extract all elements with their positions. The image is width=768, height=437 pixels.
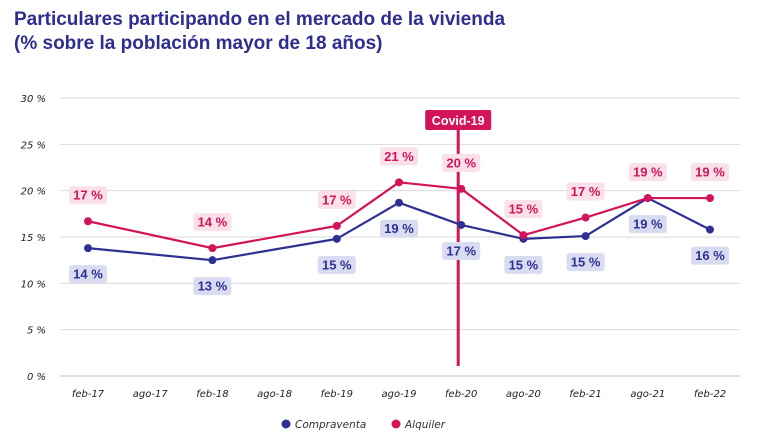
data-label-bg: [317, 255, 356, 274]
data-point: [581, 232, 590, 241]
data-point: [332, 221, 341, 230]
y-tick-label: 15 %: [21, 233, 46, 244]
data-label-bg: [691, 163, 729, 182]
legend: Compraventa Alquiler: [281, 419, 446, 431]
data-label-bg: [69, 265, 107, 284]
data-label: 14 %: [73, 267, 103, 282]
x-tick-label: ago-19: [382, 389, 417, 400]
data-point: [581, 213, 590, 222]
data-label: 16 %: [695, 248, 725, 263]
y-tick-label: 10 %: [21, 279, 46, 290]
y-axis-ticks: 0 % 5 % 10 % 15 % 20 % 25 % 30 %: [21, 94, 46, 383]
data-label-bg: [380, 219, 418, 238]
data-label: 15 %: [571, 255, 601, 270]
data-point: [208, 256, 217, 265]
data-label-bg: [317, 190, 356, 209]
data-point: [208, 244, 217, 253]
x-tick-label: ago-21: [630, 389, 665, 400]
data-point: [706, 225, 714, 234]
data-label-bg: [504, 200, 543, 219]
data-point: [84, 244, 92, 253]
data-label: 19 %: [384, 221, 414, 236]
data-label: 20 %: [446, 155, 476, 170]
y-tick-label: 30 %: [21, 94, 46, 105]
x-tick-label: feb-18: [196, 389, 228, 400]
x-tick-label: ago-18: [257, 389, 292, 400]
data-label: 17 %: [322, 192, 352, 207]
data-point: [332, 234, 341, 243]
series-lines: [84, 178, 714, 265]
x-axis-ticks: feb-17 ago-17 feb-18 ago-18 feb-19 ago-19 feb-…: [72, 389, 726, 400]
data-point: [643, 194, 652, 203]
data-label-bg: [504, 255, 543, 274]
covid-badge: [425, 110, 492, 130]
data-label-bg: [691, 246, 729, 265]
covid-annotation: Covid-19: [425, 110, 492, 366]
data-label-bg: [380, 147, 418, 166]
chart-title-line-2: (% sobre la población mayor de 18 años): [14, 33, 383, 54]
x-tick-label: ago-20: [506, 389, 541, 400]
data-label-bg: [69, 186, 107, 205]
data-label-bg: [566, 253, 605, 272]
data-point: [457, 184, 466, 193]
data-point: [395, 178, 403, 187]
data-label-bg: [193, 277, 232, 296]
data-point: [706, 194, 714, 203]
data-point: [519, 231, 528, 240]
series-line-alquiler: [87, 181, 710, 250]
data-point: [84, 217, 92, 226]
y-tick-label: 5 %: [27, 326, 46, 337]
x-tick-label: feb-19: [321, 389, 353, 400]
x-tick-label: feb-22: [694, 389, 726, 400]
x-tick-label: feb-17: [72, 389, 105, 400]
data-label: 15 %: [509, 257, 539, 272]
chart-title: Particulares participando en el mercado …: [14, 8, 505, 56]
legend-label: Compraventa: [295, 419, 366, 431]
data-label: 21 %: [384, 149, 414, 164]
data-labels: 14 % 13 % 15 % 19 % 17 % 15 % 15 % 19 % 16 % 17 %…: [69, 147, 729, 296]
data-label: 19 %: [633, 217, 663, 232]
data-label: 19 %: [695, 165, 725, 180]
legend-marker: [391, 419, 401, 429]
y-tick-label: 20 %: [21, 187, 46, 198]
covid-label: Covid-19: [432, 114, 485, 128]
chart-title-line-1: Particulares participando en el mercado …: [14, 9, 506, 30]
data-label: 13 %: [198, 279, 228, 294]
x-tick-label: feb-21: [569, 389, 601, 400]
data-point: [457, 220, 466, 229]
data-label-bg: [628, 215, 667, 234]
data-label: 15 %: [509, 202, 539, 217]
data-label-bg: [566, 182, 605, 201]
x-tick-label: ago-17: [133, 389, 169, 400]
data-label: 19 %: [633, 165, 663, 180]
legend-marker: [281, 419, 291, 429]
data-label-bg: [628, 163, 667, 182]
legend-label: Alquiler: [404, 419, 446, 431]
data-label-bg: [193, 213, 232, 232]
x-tick-label: feb-20: [445, 389, 477, 400]
y-tick-label: 25 %: [21, 140, 46, 151]
grid-lines: [60, 97, 740, 377]
y-tick-label: 0 %: [27, 372, 46, 383]
data-point: [395, 198, 403, 207]
data-label-bg: [442, 153, 481, 172]
data-label: 17 %: [571, 184, 601, 199]
data-label: 17 %: [446, 243, 476, 258]
data-label: 17 %: [73, 188, 103, 203]
data-label-bg: [442, 241, 481, 260]
data-label: 14 %: [198, 215, 228, 230]
data-label: 15 %: [322, 257, 352, 272]
